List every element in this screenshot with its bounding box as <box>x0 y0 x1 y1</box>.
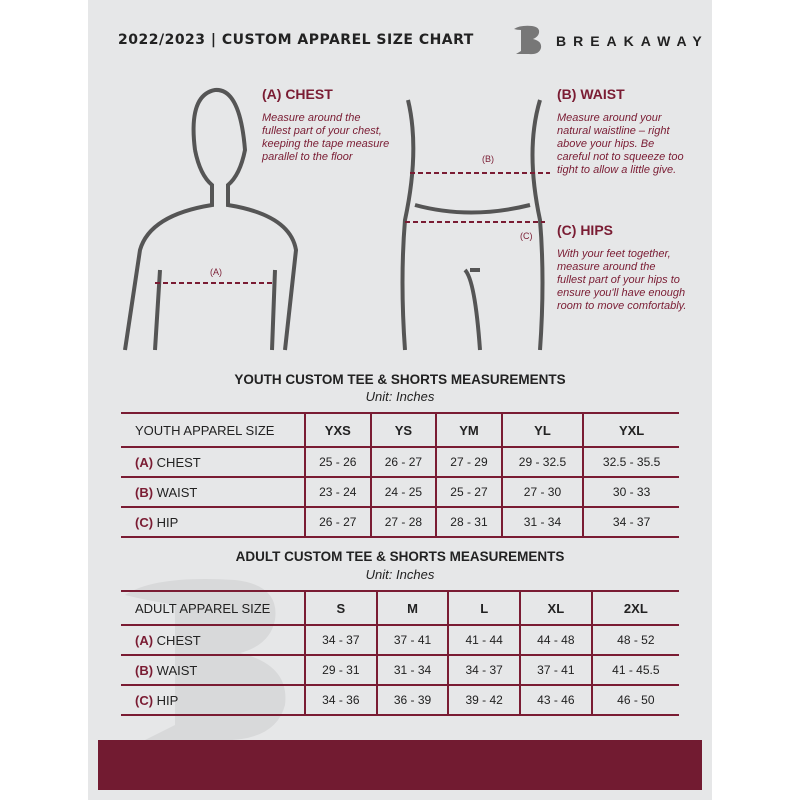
cell: 41 - 45.5 <box>590 654 679 686</box>
row-code: (B) <box>135 662 154 678</box>
page-title: 2022/2023 | CUSTOM APPAREL SIZE CHART <box>118 32 474 48</box>
waist-instructions: Measure around your natural waistline – … <box>557 112 684 176</box>
row-label: (C) HIP <box>121 684 305 716</box>
brand-logo <box>514 25 542 55</box>
cell: 36 - 39 <box>375 684 449 716</box>
cell: 31 - 34 <box>375 654 449 686</box>
header-cell: YOUTH APPAREL SIZE <box>121 412 305 448</box>
table-header-row: ADULT APPAREL SIZE S M L XL 2XL <box>121 590 679 626</box>
cell: 29 - 31 <box>304 654 377 686</box>
row-label: (C) HIP <box>121 506 305 538</box>
header-cell: YL <box>500 412 584 448</box>
header-cell: 2XL <box>590 590 679 626</box>
header-cell: ADULT APPAREL SIZE <box>121 590 305 626</box>
row-name: WAIST <box>156 662 198 678</box>
header-cell: M <box>375 590 449 626</box>
row-code: (B) <box>135 484 154 500</box>
cell: 34 - 37 <box>447 654 521 686</box>
chest-marker: (A) <box>210 267 222 277</box>
body-illustrations <box>123 88 550 351</box>
cell: 48 - 52 <box>590 624 679 656</box>
cell: 34 - 37 <box>582 506 679 538</box>
chest-instructions: Measure around the fullest part of your … <box>262 112 390 163</box>
hips-instructions: With your feet together, measure around … <box>557 248 687 312</box>
cell: 25 - 26 <box>304 446 371 478</box>
header-cell: L <box>447 590 521 626</box>
table-header-row: YOUTH APPAREL SIZE YXS YS YM YL YXL <box>121 412 679 448</box>
table-row: (A) CHEST 25 - 26 26 - 27 27 - 29 29 - 32.5 3… <box>121 446 679 478</box>
cell: 37 - 41 <box>519 654 592 686</box>
brand-name: BREAKAWAY <box>556 33 709 49</box>
lower-body-outline <box>400 99 545 351</box>
cell: 37 - 41 <box>375 624 449 656</box>
cell: 34 - 37 <box>304 624 377 656</box>
adult-size-table: ADULT APPAREL SIZE S M L XL 2XL (A) CHEST 34 -… <box>121 590 679 716</box>
table-row: (A) CHEST 34 - 37 37 - 41 41 - 44 44 - 48 48 … <box>121 624 679 656</box>
header-cell: YXS <box>304 412 371 448</box>
table-row: (B) WAIST 29 - 31 31 - 34 34 - 37 37 - 41 41 … <box>121 654 679 686</box>
cell: 27 - 28 <box>369 506 437 538</box>
youth-table-title: YOUTH CUSTOM TEE & SHORTS MEASUREMENTS <box>234 372 566 387</box>
cell: 25 - 27 <box>435 476 502 508</box>
row-code: (C) <box>135 692 154 708</box>
cell: 44 - 48 <box>519 624 592 656</box>
cell: 24 - 25 <box>369 476 437 508</box>
adult-unit: Unit: Inches <box>365 567 435 582</box>
upper-body-outline <box>123 88 299 351</box>
row-label: (B) WAIST <box>121 476 305 508</box>
header-cell: S <box>304 590 377 626</box>
youth-size-table: YOUTH APPAREL SIZE YXS YS YM YL YXL (A) CHEST… <box>121 412 679 538</box>
row-label: (A) CHEST <box>121 624 305 656</box>
hip-marker: (C) <box>520 231 533 241</box>
cell: 32.5 - 35.5 <box>582 446 679 478</box>
cell: 27 - 30 <box>500 476 584 508</box>
table-row: (C) HIP 26 - 27 27 - 28 28 - 31 31 - 34 34 - … <box>121 506 679 538</box>
header-cell: YS <box>369 412 437 448</box>
chest-heading: (A) CHEST <box>262 86 333 102</box>
youth-unit: Unit: Inches <box>365 389 435 404</box>
cell: 46 - 50 <box>590 684 679 716</box>
row-name: CHEST <box>156 454 201 470</box>
cell: 29 - 32.5 <box>500 446 584 478</box>
row-label: (A) CHEST <box>121 446 305 478</box>
cell: 26 - 27 <box>369 446 437 478</box>
cell: 41 - 44 <box>447 624 521 656</box>
row-code: (A) <box>135 632 154 648</box>
cell: 26 - 27 <box>304 506 371 538</box>
row-code: (A) <box>135 454 154 470</box>
row-name: WAIST <box>156 484 198 500</box>
row-code: (C) <box>135 514 154 530</box>
table-row: (C) HIP 34 - 36 36 - 39 39 - 42 43 - 46 46 - … <box>121 684 679 716</box>
row-label: (B) WAIST <box>121 654 305 686</box>
cell: 34 - 36 <box>304 684 377 716</box>
waist-heading: (B) WAIST <box>557 86 625 102</box>
row-name: CHEST <box>156 632 201 648</box>
waist-marker: (B) <box>482 154 494 164</box>
cell: 27 - 29 <box>435 446 502 478</box>
cell: 43 - 46 <box>519 684 592 716</box>
footer-bar <box>98 740 702 790</box>
cell: 23 - 24 <box>304 476 371 508</box>
hips-heading: (C) HIPS <box>557 222 613 238</box>
header-cell: XL <box>519 590 592 626</box>
cell: 28 - 31 <box>435 506 502 538</box>
cell: 30 - 33 <box>582 476 679 508</box>
row-name: HIP <box>156 514 179 530</box>
cell: 39 - 42 <box>447 684 521 716</box>
table-row: (B) WAIST 23 - 24 24 - 25 25 - 27 27 - 30 30 … <box>121 476 679 508</box>
header-cell: YM <box>435 412 502 448</box>
header-cell: YXL <box>582 412 679 448</box>
row-name: HIP <box>156 692 179 708</box>
adult-table-title: ADULT CUSTOM TEE & SHORTS MEASUREMENTS <box>235 549 565 564</box>
cell: 31 - 34 <box>500 506 584 538</box>
